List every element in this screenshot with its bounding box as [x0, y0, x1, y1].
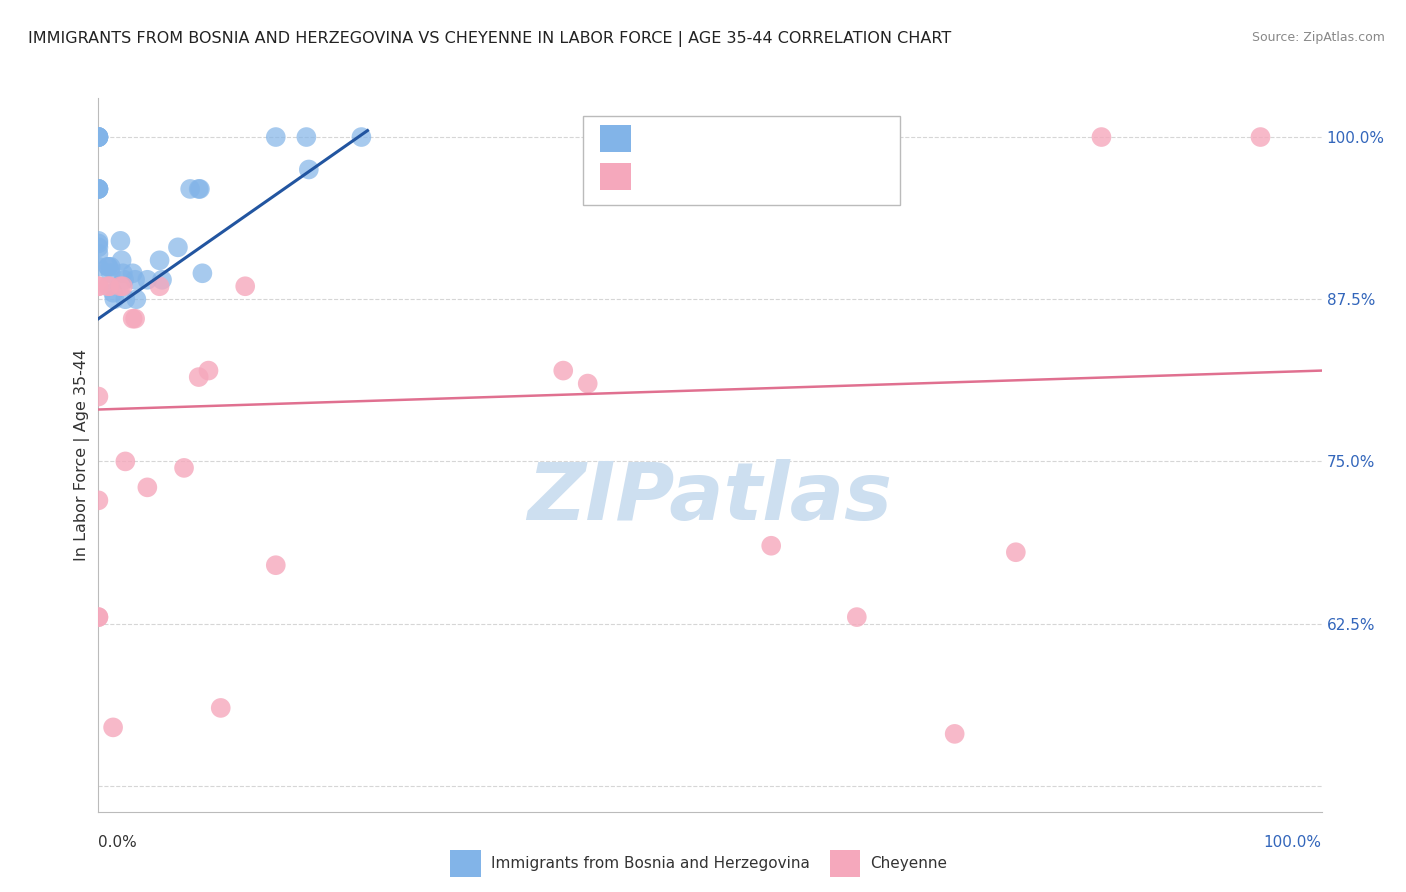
Text: 0.059: 0.059 — [682, 167, 744, 186]
Point — [87, 234, 110, 248]
Point — [1004, 545, 1026, 559]
Text: R =: R = — [640, 167, 682, 186]
Point — [87, 182, 110, 196]
Point — [87, 247, 110, 261]
Text: ZIPatlas: ZIPatlas — [527, 458, 893, 537]
Point — [112, 273, 135, 287]
Point — [87, 130, 110, 145]
Point — [87, 279, 110, 293]
Point — [101, 720, 124, 734]
Point — [97, 260, 120, 274]
Point — [121, 266, 143, 280]
Text: 0.0%: 0.0% — [98, 836, 138, 850]
Point — [87, 493, 110, 508]
Point — [87, 130, 110, 145]
Point — [191, 266, 214, 280]
Text: Source: ZipAtlas.com: Source: ZipAtlas.com — [1251, 31, 1385, 45]
Point — [553, 363, 575, 377]
Point — [101, 285, 124, 300]
Point — [121, 311, 143, 326]
Point — [87, 182, 110, 196]
Text: Immigrants from Bosnia and Herzegovina: Immigrants from Bosnia and Herzegovina — [491, 856, 810, 871]
Point — [187, 182, 209, 196]
Point — [100, 266, 122, 280]
Point — [87, 130, 110, 145]
Point — [264, 130, 287, 145]
Point — [114, 454, 136, 468]
Point — [150, 273, 173, 287]
Text: R =: R = — [640, 128, 682, 148]
Text: N =: N = — [738, 128, 794, 148]
Point — [264, 558, 287, 573]
Point — [125, 292, 148, 306]
Point — [97, 279, 120, 293]
Point — [187, 370, 209, 384]
Point — [87, 182, 110, 196]
Y-axis label: In Labor Force | Age 35-44: In Labor Force | Age 35-44 — [75, 349, 90, 561]
Point — [350, 130, 373, 145]
Point — [576, 376, 599, 391]
Point — [87, 610, 110, 624]
Text: N =: N = — [738, 167, 794, 186]
Point — [209, 701, 232, 715]
Point — [111, 279, 134, 293]
Point — [114, 292, 136, 306]
Point — [87, 130, 110, 145]
Point — [87, 279, 110, 293]
Point — [87, 240, 110, 254]
Text: 100.0%: 100.0% — [1264, 836, 1322, 850]
Point — [87, 236, 110, 251]
Point — [100, 260, 122, 274]
Point — [233, 279, 256, 293]
Point — [295, 130, 318, 145]
Point — [761, 539, 783, 553]
Text: IMMIGRANTS FROM BOSNIA AND HERZEGOVINA VS CHEYENNE IN LABOR FORCE | AGE 35-44 CO: IMMIGRANTS FROM BOSNIA AND HERZEGOVINA V… — [28, 31, 952, 47]
Point — [1249, 130, 1271, 145]
Text: 30: 30 — [783, 167, 810, 186]
Point — [124, 273, 146, 287]
Point — [136, 480, 159, 494]
Point — [149, 253, 172, 268]
Point — [110, 234, 132, 248]
Point — [298, 162, 321, 177]
Point — [845, 610, 868, 624]
Point — [167, 240, 190, 254]
Text: Cheyenne: Cheyenne — [870, 856, 948, 871]
Point — [943, 727, 966, 741]
Point — [111, 266, 134, 280]
Point — [98, 279, 121, 293]
Point — [136, 273, 159, 287]
Point — [110, 279, 132, 293]
Point — [87, 260, 110, 274]
Point — [1090, 130, 1112, 145]
Point — [124, 311, 146, 326]
Point — [87, 130, 110, 145]
Text: 40: 40 — [783, 128, 810, 148]
Point — [111, 253, 134, 268]
Point — [87, 610, 110, 624]
Point — [97, 260, 120, 274]
Point — [188, 182, 211, 196]
Point — [87, 390, 110, 404]
Point — [103, 292, 125, 306]
Point — [87, 182, 110, 196]
Point — [149, 279, 172, 293]
Point — [197, 363, 219, 377]
Point — [173, 461, 195, 475]
Point — [179, 182, 201, 196]
Text: 0.570: 0.570 — [682, 128, 744, 148]
